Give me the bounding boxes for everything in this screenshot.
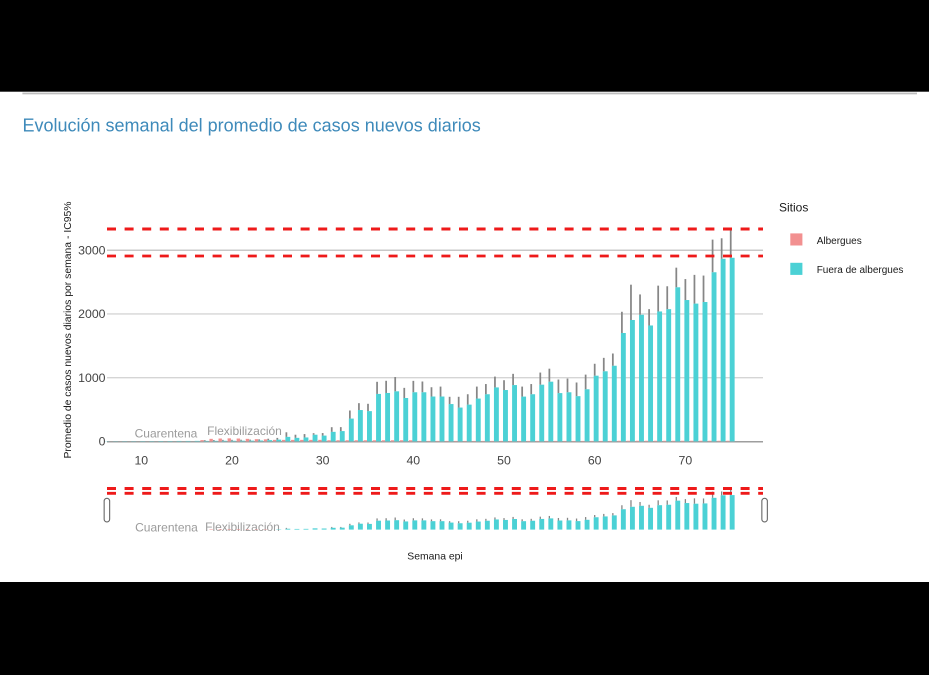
svg-text:Promedio de casos nuevos diari: Promedio de casos nuevos diarios por sem… — [63, 201, 74, 458]
svg-text:50: 50 — [497, 454, 511, 468]
svg-text:Semana epi: Semana epi — [407, 552, 462, 563]
svg-text:Albergues: Albergues — [817, 236, 862, 247]
svg-text:Flexibilización: Flexibilización — [205, 520, 280, 534]
svg-text:1000: 1000 — [78, 371, 106, 385]
svg-text:Evolución semanal del promedio: Evolución semanal del promedio de casos … — [23, 115, 481, 135]
svg-text:20: 20 — [225, 454, 239, 468]
svg-text:Fuera de albergues: Fuera de albergues — [817, 265, 904, 276]
svg-text:Flexibilización: Flexibilización — [207, 424, 282, 438]
svg-text:Cuarentena: Cuarentena — [135, 427, 198, 441]
svg-text:2000: 2000 — [78, 307, 106, 321]
svg-text:Sitios: Sitios — [779, 201, 808, 215]
svg-text:3000: 3000 — [78, 244, 106, 258]
svg-text:10: 10 — [134, 454, 148, 468]
svg-text:40: 40 — [406, 454, 420, 468]
svg-text:30: 30 — [316, 454, 330, 468]
svg-text:70: 70 — [679, 454, 693, 468]
svg-text:Cuarentena: Cuarentena — [135, 520, 198, 534]
svg-text:0: 0 — [99, 435, 106, 449]
svg-text:60: 60 — [588, 454, 602, 468]
